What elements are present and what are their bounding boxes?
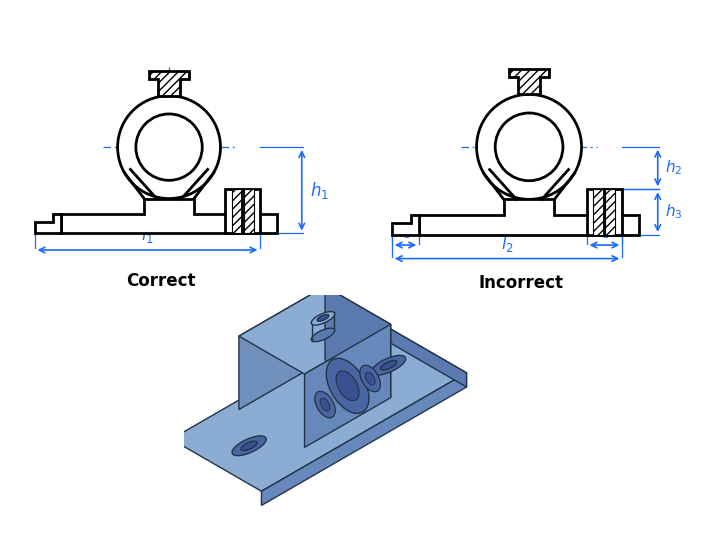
Polygon shape	[365, 372, 375, 385]
Text: $l_3$: $l_3$	[400, 222, 411, 241]
Bar	[593, 189, 604, 235]
Polygon shape	[326, 359, 369, 413]
Polygon shape	[376, 321, 467, 387]
Polygon shape	[312, 311, 335, 325]
Circle shape	[136, 114, 202, 180]
Polygon shape	[320, 398, 330, 411]
Text: $h_2$: $h_2$	[665, 158, 683, 177]
Polygon shape	[587, 189, 622, 235]
Polygon shape	[304, 324, 391, 448]
Polygon shape	[226, 188, 261, 234]
Text: $h_1$: $h_1$	[310, 180, 329, 201]
Circle shape	[477, 95, 582, 200]
Polygon shape	[241, 441, 257, 450]
Text: $l_1$: $l_1$	[141, 224, 154, 245]
Polygon shape	[381, 361, 397, 370]
Polygon shape	[336, 371, 359, 401]
Polygon shape	[325, 286, 391, 398]
Text: $l_3$: $l_3$	[598, 222, 611, 241]
Bar	[232, 188, 242, 234]
Polygon shape	[419, 200, 639, 235]
Polygon shape	[360, 365, 381, 392]
Polygon shape	[35, 214, 61, 234]
Polygon shape	[239, 286, 391, 374]
Bar	[605, 189, 615, 235]
Polygon shape	[171, 321, 467, 492]
Polygon shape	[392, 215, 419, 235]
Text: Incorrect: Incorrect	[478, 275, 563, 292]
Polygon shape	[312, 328, 335, 342]
Circle shape	[118, 96, 221, 198]
Polygon shape	[317, 315, 329, 321]
Polygon shape	[61, 198, 277, 234]
Bar	[244, 188, 253, 234]
Circle shape	[495, 113, 563, 181]
Polygon shape	[232, 436, 266, 455]
Polygon shape	[239, 286, 325, 410]
Polygon shape	[371, 355, 405, 375]
Polygon shape	[314, 391, 336, 418]
Text: Correct: Correct	[126, 272, 196, 290]
Polygon shape	[261, 373, 467, 505]
Text: $l_2$: $l_2$	[501, 232, 513, 254]
Text: $h_3$: $h_3$	[665, 203, 683, 221]
Polygon shape	[149, 71, 189, 96]
Polygon shape	[509, 69, 550, 95]
